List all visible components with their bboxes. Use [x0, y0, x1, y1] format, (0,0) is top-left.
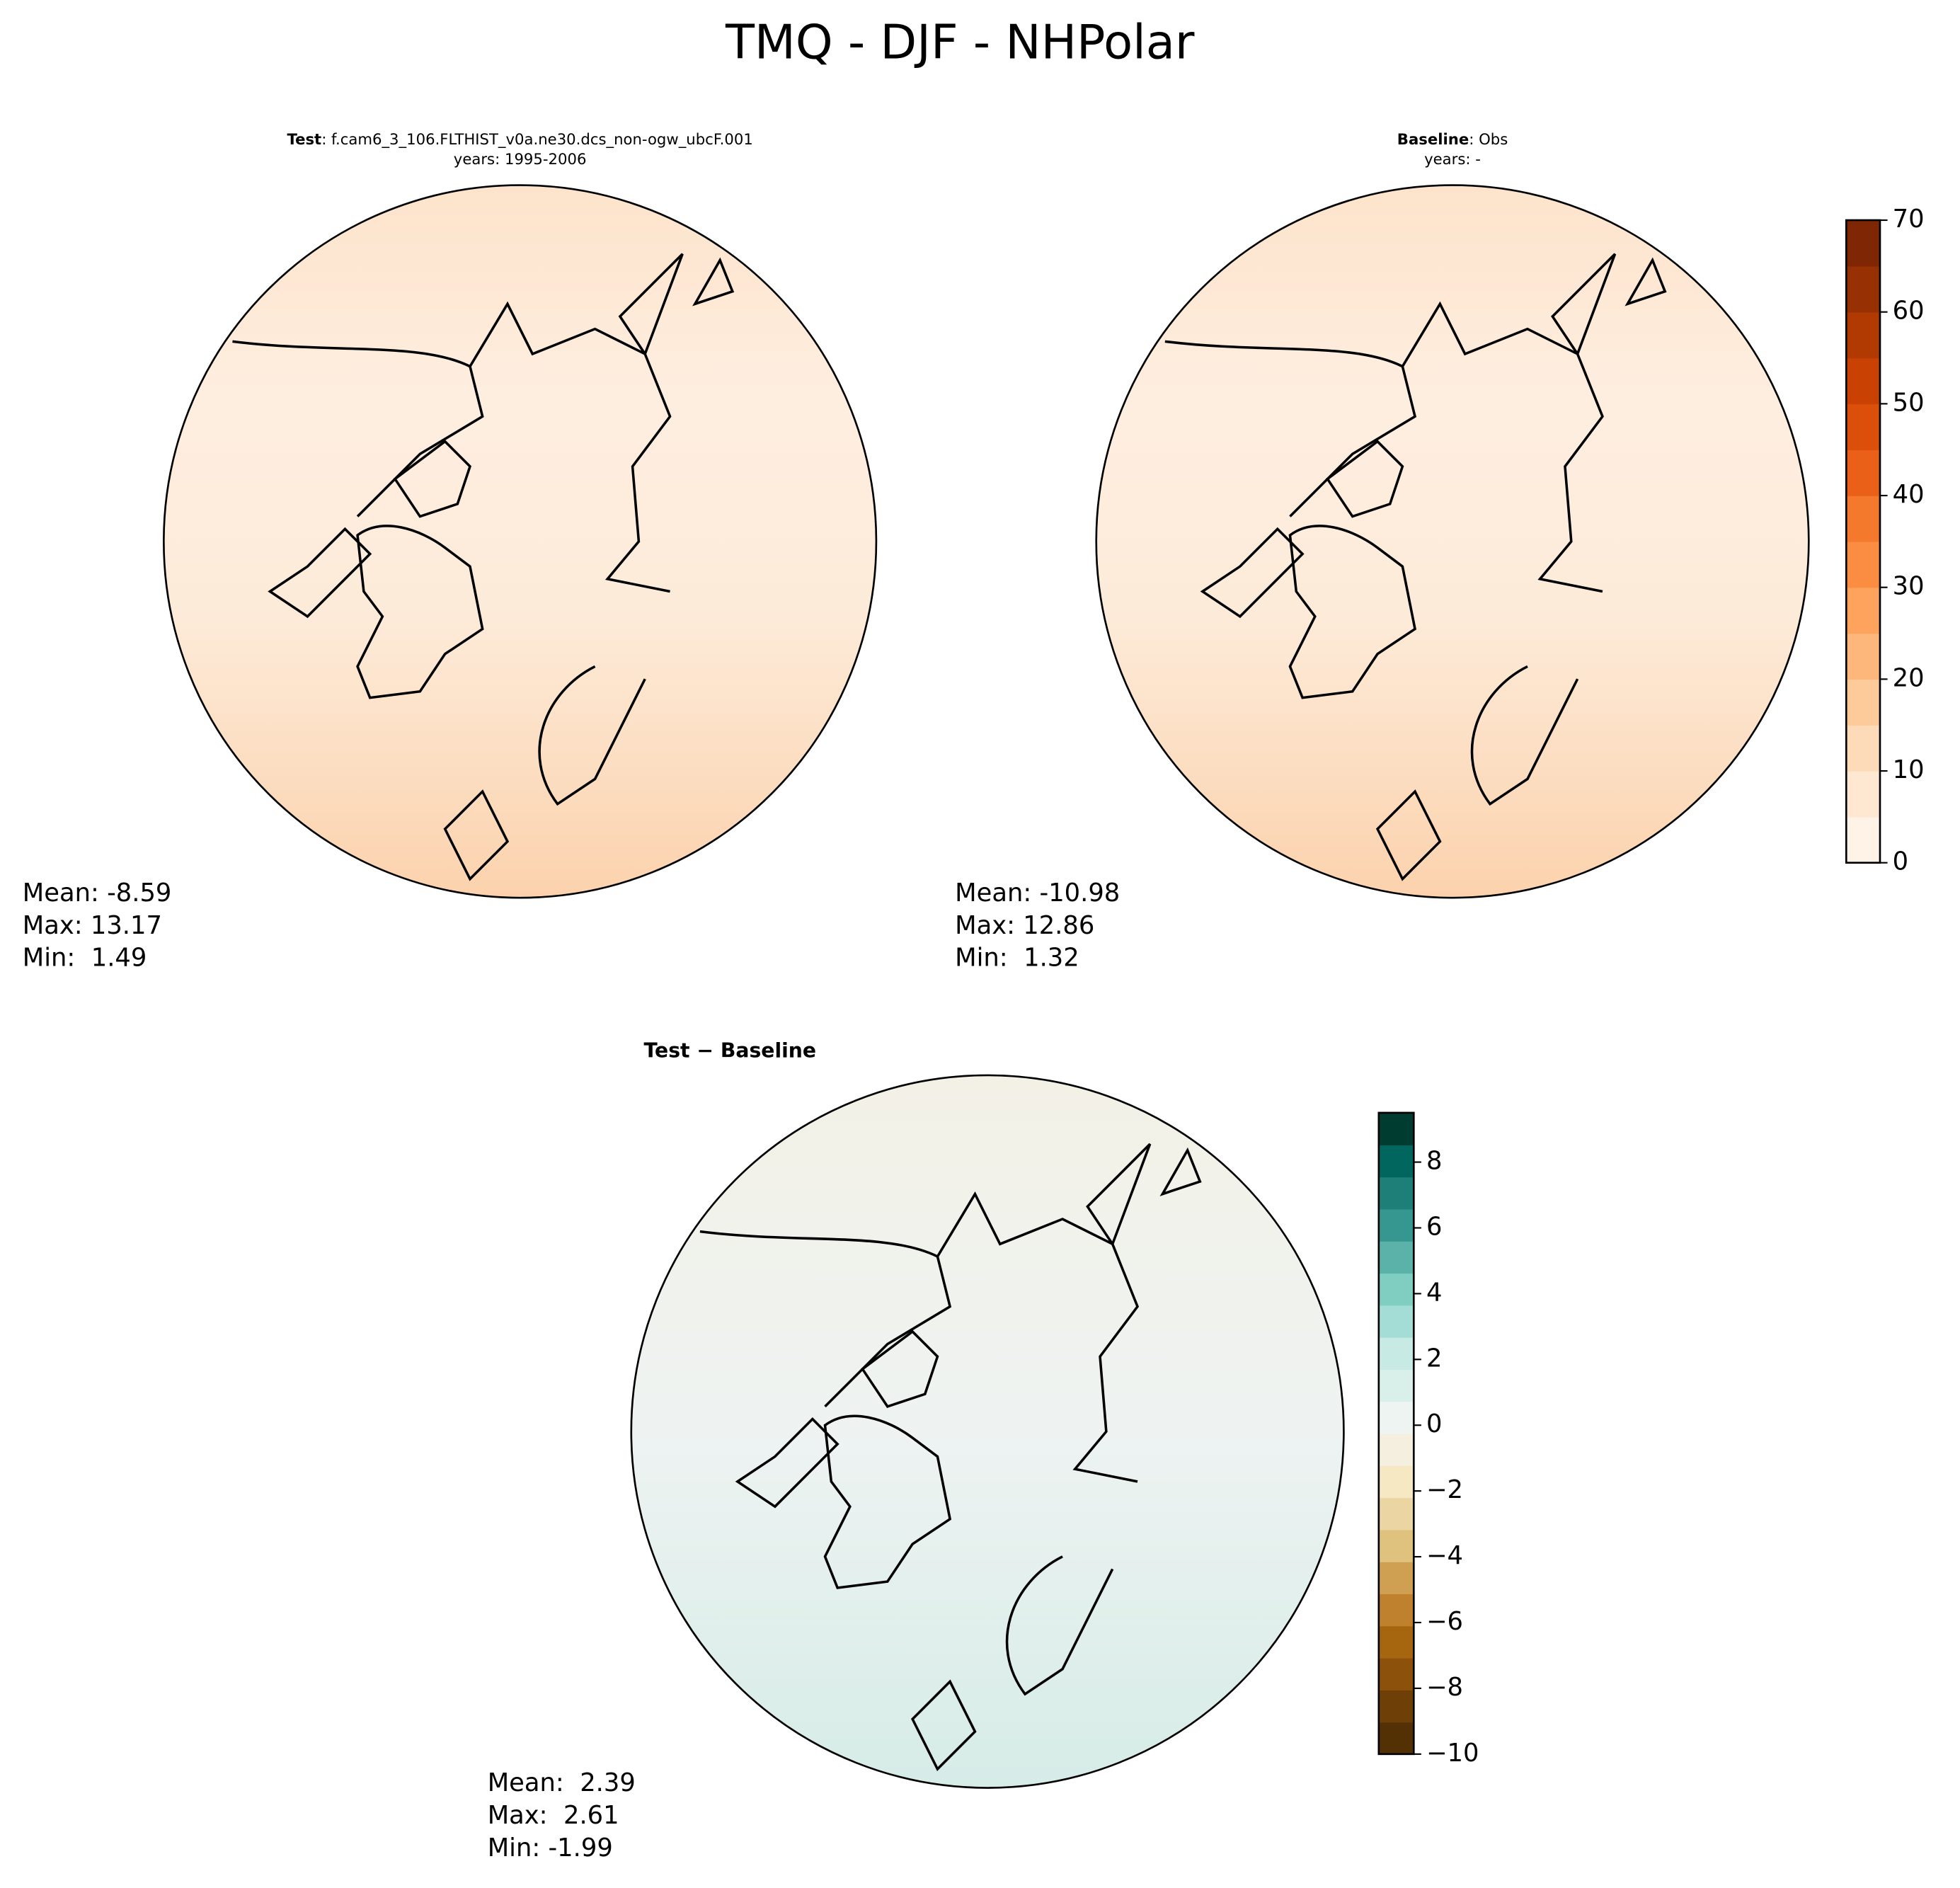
- panel-years: years: 1995-2006: [454, 150, 587, 168]
- colorbar-frame: [1845, 219, 1881, 864]
- colorbar-band: [1378, 1305, 1414, 1338]
- panel-title-rest: : f.cam6_3_106.FLTHIST_v0a.ne30.dcs_non-…: [321, 130, 753, 148]
- panel-years: years: -: [1424, 150, 1481, 168]
- colorbar-band: [1378, 1401, 1414, 1434]
- colorbar-tick-label: −4: [1426, 1541, 1463, 1570]
- colorbar-tick-label: 0: [1893, 847, 1908, 876]
- panel-title-bold: Baseline: [1397, 130, 1469, 148]
- colorbar-tick-label: 0: [1426, 1409, 1442, 1438]
- colorbar-band: [1846, 311, 1880, 359]
- colorbar-tick-label: 70: [1893, 205, 1925, 234]
- stat: Mean: -10.98: [955, 879, 1120, 908]
- colorbar-band: [1846, 541, 1880, 588]
- colorbar-band: [1378, 1722, 1414, 1755]
- colorbar-band: [1846, 816, 1880, 864]
- colorbar-frame: [1377, 1111, 1415, 1756]
- colorbar-tick-label: 20: [1893, 663, 1925, 692]
- colorbar-band: [1378, 1625, 1414, 1659]
- colorbar-band: [1846, 679, 1880, 726]
- colorbar-tick-label: 4: [1426, 1278, 1442, 1307]
- stat: Min: 1.32: [955, 944, 1079, 973]
- colorbar-tick-label: −8: [1426, 1673, 1463, 1702]
- stat: Max: 13.17: [23, 911, 162, 940]
- colorbar-band: [1846, 633, 1880, 680]
- colorbar-band: [1378, 1208, 1414, 1242]
- panel-title: Test − Baseline: [644, 1039, 817, 1062]
- stat: Max: 2.61: [488, 1801, 619, 1830]
- colorbar-tick-label: 2: [1426, 1344, 1442, 1373]
- colorbar-band: [1378, 1497, 1414, 1531]
- colorbar-band: [1846, 450, 1880, 496]
- panel-title-rest: : Obs: [1469, 130, 1508, 148]
- map-panel: [1095, 184, 1810, 899]
- map-panel: [630, 1074, 1345, 1789]
- colorbar-band: [1846, 404, 1880, 450]
- colorbar-band: [1378, 1241, 1414, 1274]
- colorbar-tick-label: 60: [1893, 297, 1925, 326]
- colorbar-tick-label: −10: [1426, 1739, 1479, 1768]
- panel-title: Test: f.cam6_3_106.FLTHIST_v0a.ne30.dcs_…: [287, 130, 752, 148]
- map-panel: [163, 184, 878, 899]
- colorbar-tick-label: 10: [1893, 755, 1925, 784]
- stat: Max: 12.86: [955, 911, 1094, 940]
- colorbar-tick-label: −2: [1426, 1475, 1463, 1504]
- colorbar-tick-label: −6: [1426, 1607, 1463, 1636]
- colorbar-band: [1846, 496, 1880, 542]
- colorbar-band: [1846, 265, 1880, 313]
- panel-title: Baseline: Obs: [1397, 130, 1508, 148]
- colorbar-tick-label: 30: [1893, 572, 1925, 601]
- colorbar-band: [1378, 1273, 1414, 1306]
- colorbar-band: [1846, 357, 1880, 405]
- colorbar-band: [1378, 1337, 1414, 1370]
- colorbar-band: [1378, 1657, 1414, 1690]
- stat: Min: 1.49: [23, 944, 147, 973]
- colorbar-band: [1378, 1145, 1414, 1178]
- colorbar-tick-label: 8: [1426, 1147, 1442, 1176]
- colorbar-band: [1378, 1177, 1414, 1210]
- colorbar-band: [1846, 587, 1880, 634]
- colorbar-band: [1378, 1433, 1414, 1466]
- colorbar-band: [1846, 725, 1880, 772]
- colorbar-band: [1378, 1690, 1414, 1723]
- stat: Mean: 2.39: [488, 1768, 636, 1797]
- colorbar-tick-label: 40: [1893, 480, 1925, 509]
- colorbar-band: [1378, 1112, 1414, 1145]
- colorbar-band: [1846, 220, 1880, 267]
- stat: Mean: -8.59: [23, 879, 172, 908]
- colorbar-tick-label: 50: [1893, 388, 1925, 417]
- colorbar-band: [1846, 771, 1880, 818]
- panel-title-bold: Test: [287, 130, 321, 148]
- colorbar-tick-label: 6: [1426, 1213, 1442, 1242]
- colorbar-band: [1378, 1465, 1414, 1499]
- colorbar-band: [1378, 1594, 1414, 1627]
- colorbar-band: [1378, 1369, 1414, 1402]
- figure-title: TMQ - DJF - NHPolar: [725, 14, 1195, 69]
- colorbar-band: [1378, 1562, 1414, 1595]
- colorbar-band: [1378, 1529, 1414, 1562]
- stat: Min: -1.99: [488, 1833, 613, 1863]
